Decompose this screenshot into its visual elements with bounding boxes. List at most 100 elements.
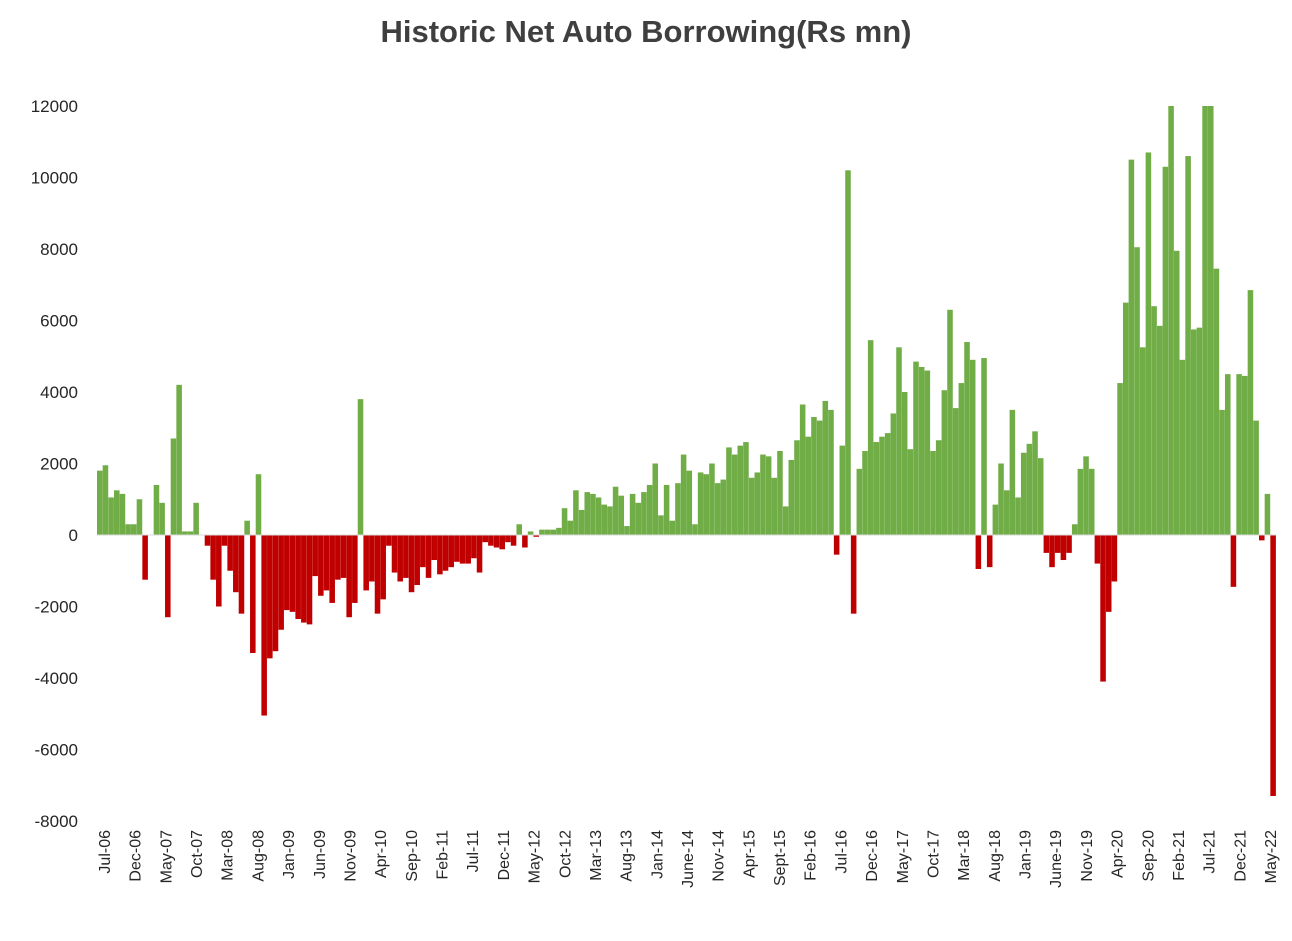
y-tick-label: 12000 (31, 97, 78, 116)
bar (941, 390, 948, 535)
bar (981, 358, 987, 535)
bar (624, 526, 630, 535)
bar (352, 535, 358, 603)
bar (187, 531, 194, 535)
bar (839, 445, 846, 536)
bar (856, 468, 863, 535)
bar (301, 535, 307, 623)
bar (340, 535, 347, 578)
bar (176, 384, 182, 535)
bar (318, 535, 324, 596)
bar (709, 463, 715, 535)
x-tick-label: Jul-06 (97, 830, 114, 874)
bar (788, 459, 795, 535)
x-tick-label: Feb-11 (435, 830, 452, 880)
bar (442, 535, 449, 571)
bar (686, 470, 693, 535)
bar (261, 535, 267, 716)
bar (743, 442, 749, 535)
bar (652, 463, 659, 535)
bar (777, 450, 783, 535)
bar (697, 472, 704, 535)
x-tick-label: Sep-20 (1140, 830, 1157, 882)
bar (493, 535, 500, 548)
bar (125, 524, 131, 535)
x-tick-label: Mar-08 (220, 830, 237, 881)
bar (1241, 375, 1248, 535)
bar (1230, 535, 1237, 587)
x-tick-label: Jan-14 (649, 830, 666, 879)
y-tick-label: -2000 (35, 598, 78, 617)
bar (726, 447, 732, 535)
bar (544, 529, 551, 535)
bar (669, 520, 676, 535)
x-tick-label: May-07 (158, 830, 175, 883)
bar (114, 490, 120, 535)
bar (380, 535, 386, 600)
bar (1066, 535, 1072, 553)
bar (267, 535, 273, 659)
bar (1270, 535, 1276, 796)
bar (635, 502, 642, 535)
bar (754, 472, 761, 535)
x-tick-label: Feb-16 (803, 830, 820, 881)
y-tick-label: -8000 (35, 812, 78, 831)
bar (771, 477, 778, 535)
bar (153, 484, 160, 535)
bar (663, 484, 670, 535)
x-tick-label: June-14 (680, 830, 697, 888)
bar (159, 502, 165, 535)
bar (1156, 325, 1163, 535)
bar (612, 486, 619, 535)
bar (1037, 458, 1044, 535)
bar (833, 535, 840, 555)
bar (295, 535, 301, 620)
bar (760, 454, 766, 535)
bar (414, 535, 420, 586)
bar (119, 493, 126, 535)
bar (346, 535, 352, 618)
bar (1105, 535, 1112, 612)
x-tick-label: Sep-10 (404, 830, 421, 882)
bar (465, 535, 471, 564)
bar (850, 535, 857, 614)
bar (550, 529, 557, 535)
bar (431, 535, 437, 561)
bar (924, 370, 931, 535)
bar (244, 520, 250, 535)
bar (142, 535, 148, 580)
bar (737, 445, 744, 536)
bar (1032, 431, 1038, 535)
bar (539, 529, 545, 535)
bar (890, 413, 897, 535)
bar (516, 524, 522, 535)
x-tick-label: Dec-06 (128, 830, 145, 882)
bar (1151, 306, 1157, 535)
x-tick-label: Jul-11 (465, 830, 482, 872)
bar (1162, 166, 1169, 536)
bar (913, 361, 919, 535)
bar (369, 535, 375, 582)
x-tick-label: Jan-09 (281, 830, 298, 879)
bar (805, 436, 812, 535)
bar (947, 309, 953, 535)
bar (403, 535, 409, 578)
bar (510, 535, 517, 546)
bar (272, 535, 279, 652)
bar (930, 450, 936, 535)
bar (731, 454, 738, 535)
bar (1043, 535, 1050, 553)
bar (862, 450, 868, 535)
bar (425, 535, 432, 578)
bar (97, 470, 103, 535)
bar (471, 535, 477, 559)
bar (1060, 535, 1067, 561)
bar (646, 484, 653, 535)
bar (1117, 383, 1123, 535)
bar (748, 477, 755, 535)
x-tick-label: Nov-19 (1079, 830, 1096, 882)
bar (822, 400, 829, 535)
bar (1190, 329, 1197, 535)
bar (573, 490, 579, 535)
x-tick-label: Mar-13 (588, 830, 605, 881)
